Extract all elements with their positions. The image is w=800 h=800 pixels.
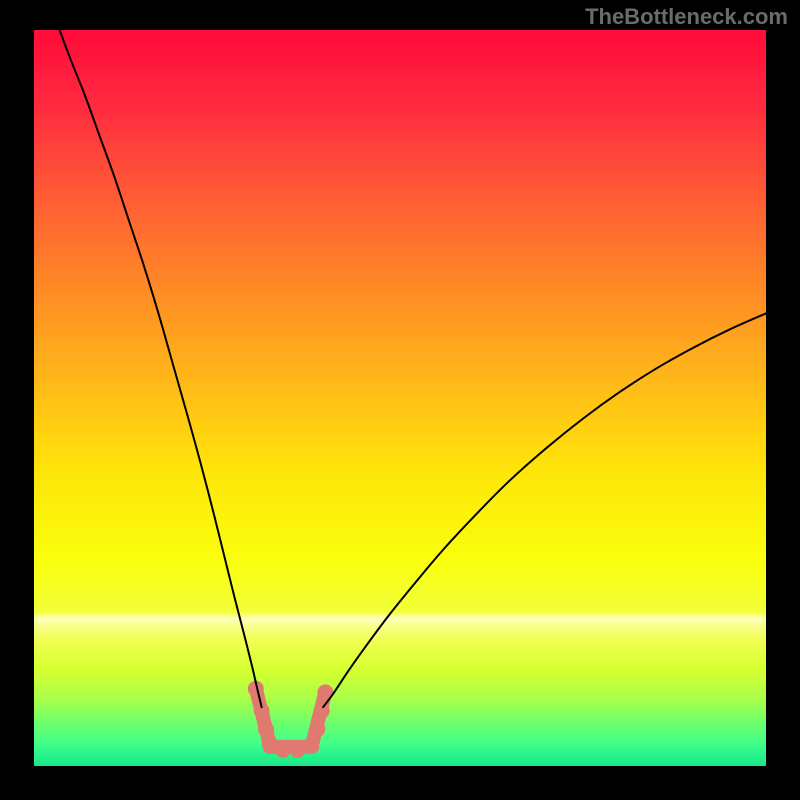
chart-container: TheBottleneck.com bbox=[0, 0, 800, 800]
curve-right bbox=[323, 313, 766, 707]
curve-layer bbox=[34, 30, 766, 766]
highlight-dot bbox=[314, 703, 330, 719]
highlight-dot bbox=[309, 721, 325, 737]
plot-area bbox=[34, 30, 766, 766]
highlight-dot bbox=[303, 737, 319, 753]
curve-left bbox=[60, 30, 262, 707]
watermark-text: TheBottleneck.com bbox=[585, 4, 788, 30]
highlight-dot bbox=[258, 721, 274, 737]
highlight-dot bbox=[275, 742, 291, 758]
